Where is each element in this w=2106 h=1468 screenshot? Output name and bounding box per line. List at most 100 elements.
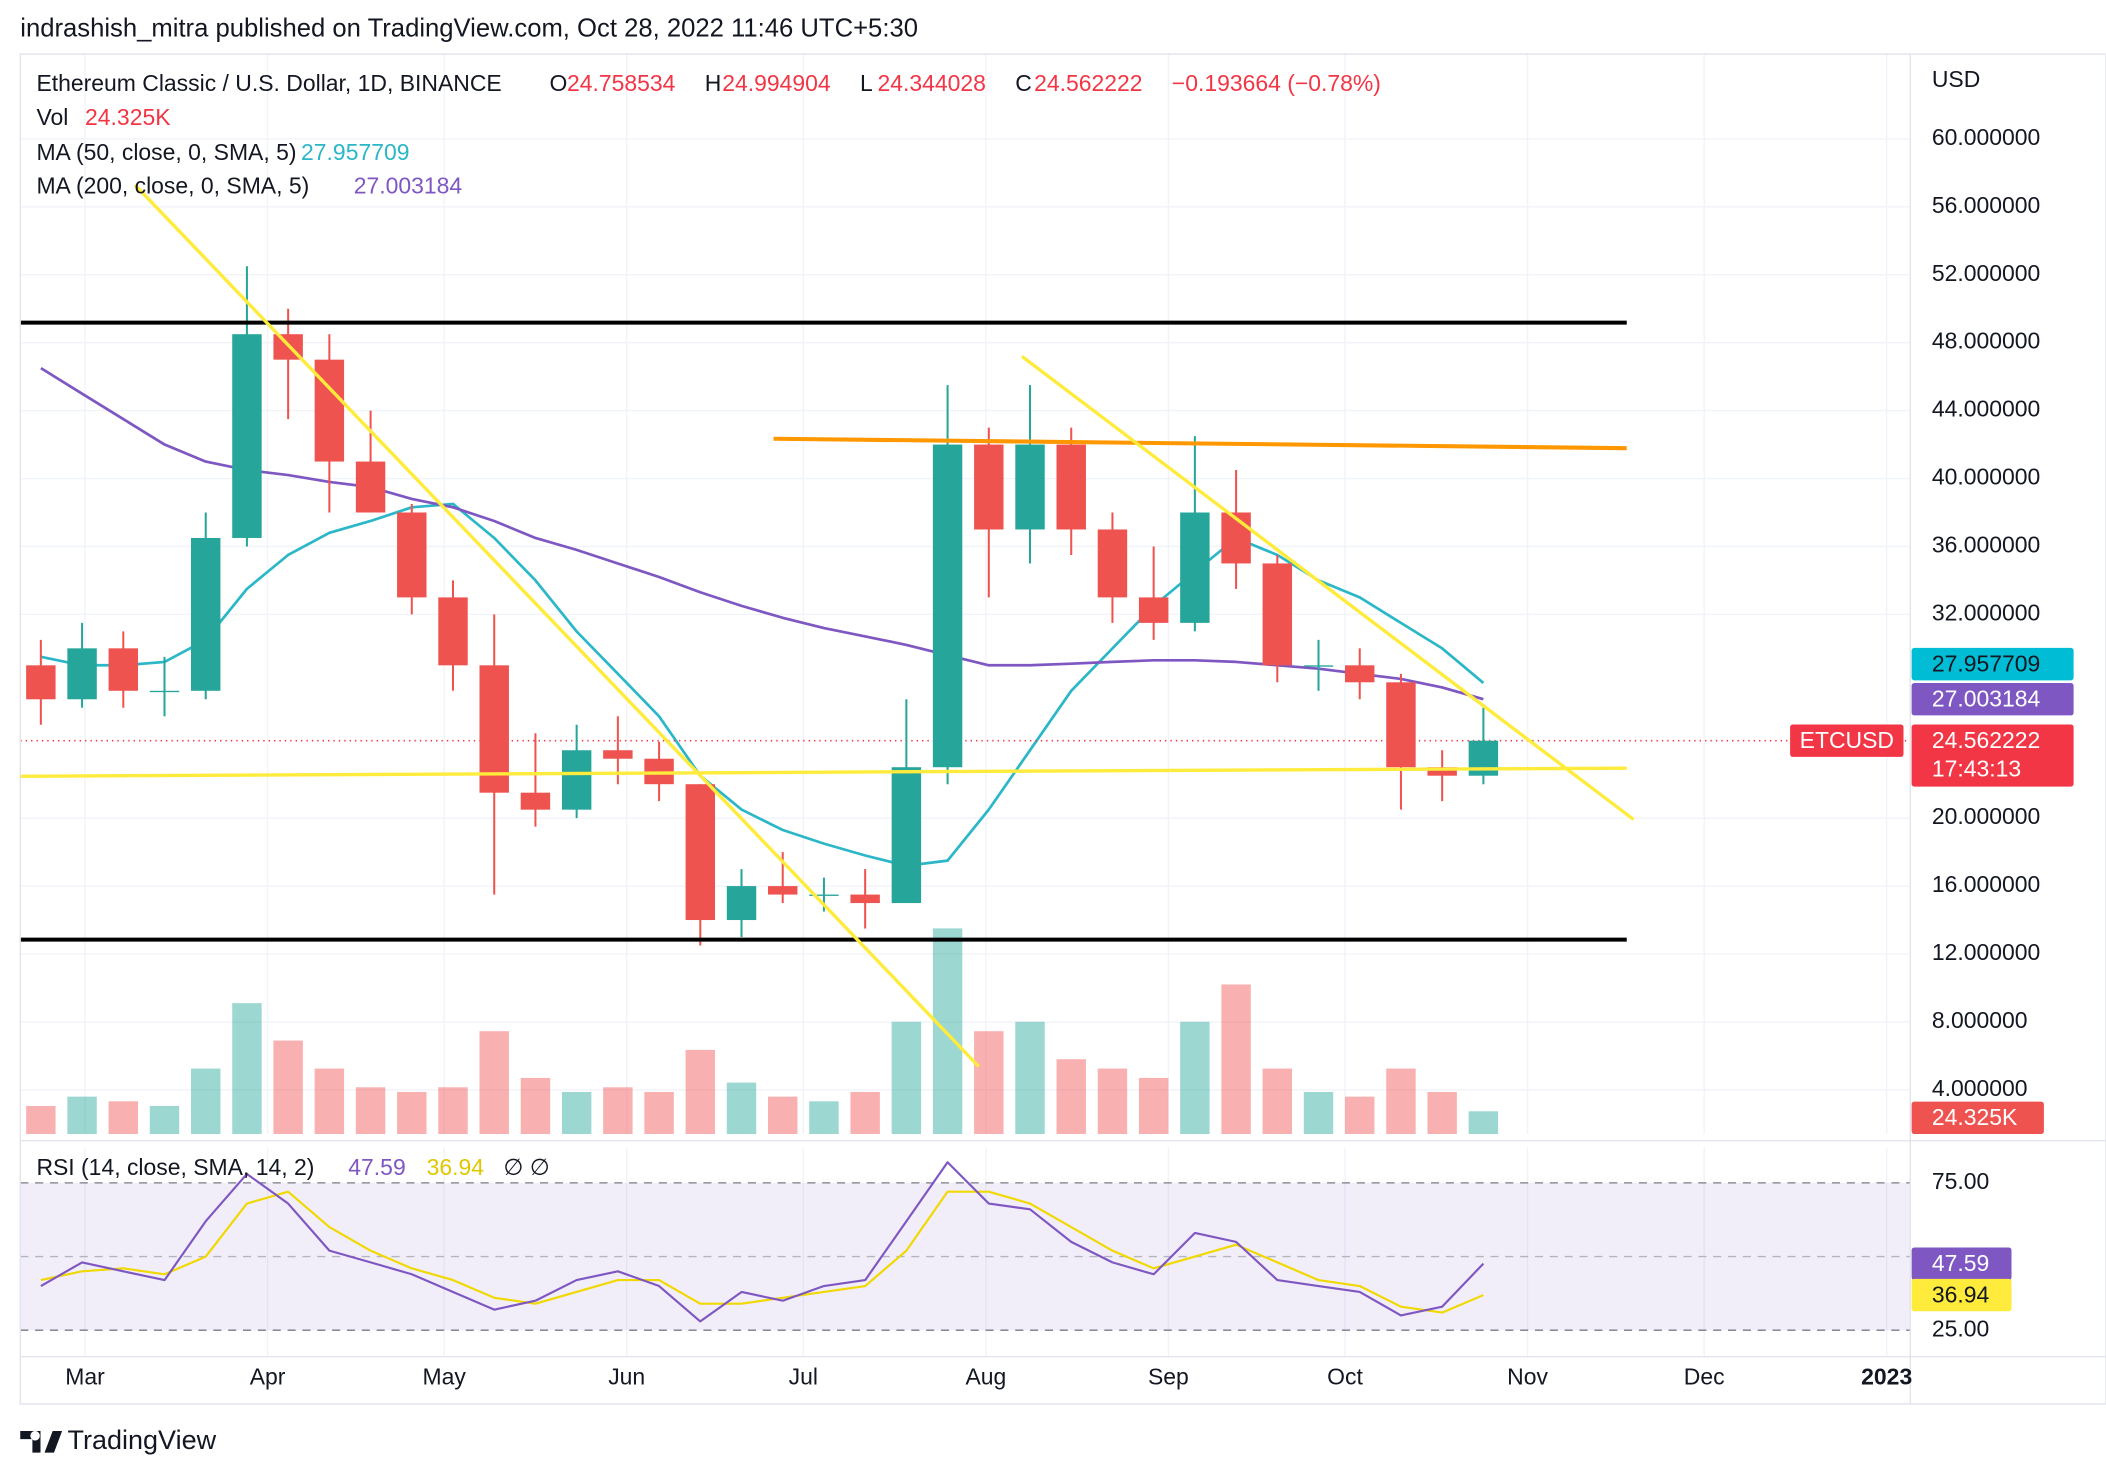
y-tick-label: 52.000000 bbox=[1932, 260, 2040, 286]
legend-label: MA (200, close, 0, SMA, 5) bbox=[36, 173, 309, 199]
trend-line bbox=[20, 766, 1627, 778]
candle-body bbox=[1015, 444, 1045, 530]
candle-body bbox=[685, 784, 716, 921]
legend-value: 24.325K bbox=[85, 104, 171, 130]
legend-label: L bbox=[860, 70, 873, 96]
y-tick-label: 48.000000 bbox=[1932, 328, 2040, 354]
legend-extra: ∅ ∅ bbox=[504, 1154, 550, 1180]
price-badge bbox=[1911, 683, 2074, 716]
countdown: 17:43:13 bbox=[1932, 755, 2021, 781]
x-tick-label: Mar bbox=[65, 1363, 105, 1389]
volume-bar bbox=[932, 928, 963, 1135]
x-tick-label: Dec bbox=[1684, 1363, 1725, 1389]
footer-logo bbox=[20, 1431, 63, 1453]
y-tick-label: 16.000000 bbox=[1932, 871, 2040, 897]
price-badge bbox=[1911, 647, 2074, 681]
volume-bar bbox=[1180, 1021, 1210, 1135]
price-badge-label: 24.325K bbox=[1932, 1104, 2018, 1130]
candle-body bbox=[891, 767, 922, 904]
candle-body bbox=[1097, 529, 1128, 598]
line bbox=[40, 1161, 1485, 1323]
candle-body bbox=[26, 665, 56, 700]
legend-label: Vol bbox=[36, 104, 68, 130]
legend-value: 24.994904 bbox=[722, 70, 831, 96]
orange-line bbox=[773, 436, 1627, 451]
candle-body bbox=[520, 792, 551, 810]
candle-body bbox=[438, 597, 468, 666]
candle-body bbox=[768, 886, 798, 895]
volume-bar bbox=[644, 1091, 674, 1135]
legend-value: 27.003184 bbox=[354, 173, 463, 199]
legend-value: 24.344028 bbox=[878, 70, 986, 96]
candle-body bbox=[850, 894, 880, 904]
legend-label: O bbox=[549, 70, 567, 96]
volume-bar bbox=[1303, 1091, 1334, 1135]
grid bbox=[20, 54, 1911, 1357]
price-badge-label: 27.957709 bbox=[1932, 651, 2040, 677]
legend-value: 27.957709 bbox=[301, 139, 409, 165]
volume-bar bbox=[438, 1087, 468, 1135]
volume-bar bbox=[232, 1003, 262, 1135]
volume-pane bbox=[26, 928, 1499, 1135]
y-tick-label: 12.000000 bbox=[1932, 939, 2040, 965]
volume-bar bbox=[108, 1101, 139, 1135]
price-badge bbox=[1911, 1247, 2012, 1280]
volume-bar bbox=[1262, 1068, 1293, 1135]
volume-bar bbox=[850, 1091, 880, 1135]
legend-value: 24.562222 bbox=[1034, 70, 1142, 96]
currency: USD bbox=[1932, 66, 1980, 92]
x-tick-label: May bbox=[423, 1363, 467, 1389]
y-tick-label: 40.000000 bbox=[1932, 464, 2040, 490]
candle-body bbox=[149, 690, 180, 693]
volume-bar bbox=[603, 1087, 633, 1135]
legend-value: 47.59 bbox=[348, 1154, 405, 1180]
volume-bar bbox=[314, 1068, 345, 1135]
volume-bar bbox=[397, 1091, 427, 1135]
candle-body bbox=[932, 444, 963, 768]
price-badge bbox=[1911, 1101, 2044, 1135]
y-tick-label: 8.000000 bbox=[1932, 1007, 2028, 1033]
volume-bar bbox=[479, 1031, 509, 1135]
legend-value: 36.94 bbox=[427, 1154, 485, 1180]
volume-bar bbox=[190, 1068, 221, 1135]
y-tick-label: 56.000000 bbox=[1932, 192, 2040, 218]
legend-change: −0.193664 (−0.78%) bbox=[1172, 70, 1381, 96]
volume-bar bbox=[685, 1049, 716, 1135]
y-tick-label: 4.000000 bbox=[1932, 1075, 2028, 1101]
frame bbox=[19, 53, 2106, 1405]
volume-bar bbox=[1221, 984, 1251, 1135]
price-badge-label: 27.003184 bbox=[1932, 686, 2041, 712]
footer-text: TradingView bbox=[68, 1425, 217, 1455]
candle-body bbox=[190, 537, 221, 691]
candle-body bbox=[974, 444, 1004, 530]
x-tick-label: Aug bbox=[965, 1363, 1006, 1389]
x-tick-label: Apr bbox=[250, 1363, 286, 1389]
volume-bar bbox=[26, 1105, 56, 1135]
candle-body bbox=[232, 334, 262, 538]
x-tick-label: Sep bbox=[1148, 1363, 1189, 1389]
legend-value: 24.758534 bbox=[567, 70, 676, 96]
y-tick-label: 60.000000 bbox=[1932, 124, 2040, 150]
candle-body bbox=[1427, 767, 1457, 776]
drawings bbox=[20, 183, 1635, 1068]
candle-body bbox=[1262, 563, 1293, 666]
volume-bar bbox=[67, 1096, 97, 1135]
candle-body bbox=[479, 665, 509, 793]
volume-bar bbox=[1386, 1068, 1416, 1135]
volume-bar bbox=[355, 1087, 386, 1135]
volume-bar bbox=[1345, 1096, 1375, 1135]
legend-label: H bbox=[705, 70, 722, 96]
candles bbox=[26, 266, 1499, 946]
volume-bar bbox=[891, 1021, 922, 1135]
price-badge-label: 47.59 bbox=[1932, 1250, 1989, 1276]
candle-body bbox=[108, 648, 139, 691]
rsi-pane bbox=[20, 1161, 1911, 1331]
price-badge bbox=[1911, 1278, 2012, 1312]
volume-bar bbox=[273, 1040, 303, 1135]
legend-label: C bbox=[1015, 70, 1032, 96]
x-tick-label: Jun bbox=[608, 1363, 645, 1389]
candle-body bbox=[1221, 512, 1251, 564]
